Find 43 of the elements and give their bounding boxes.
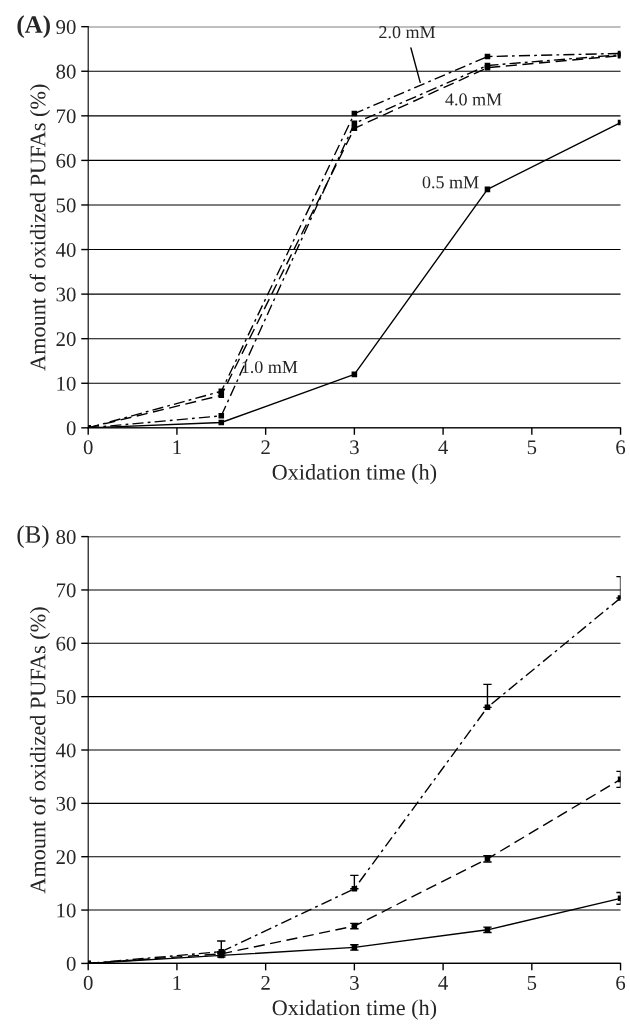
x-axis-title: Oxidation time (h) — [272, 464, 437, 485]
y-tick-label: 30 — [56, 287, 76, 302]
chart-title: (A) — [17, 15, 50, 39]
x-tick-label: 2 — [261, 440, 270, 455]
y-tick-label: 20 — [56, 850, 76, 865]
y-tick-label: 60 — [56, 153, 76, 168]
x-tick-label: 5 — [527, 440, 537, 455]
y-tick-label: 80 — [56, 64, 76, 79]
y-axis-title: Amount of oxidized PUFAs (%) — [29, 607, 51, 894]
x-tick-label: 1 — [173, 975, 181, 990]
x-axis-title: Oxidation time (h) — [272, 999, 437, 1020]
x-tick-label: 5 — [527, 976, 537, 990]
y-tick-label: 20 — [56, 332, 76, 347]
y-tick-label: 70 — [56, 109, 76, 124]
series-label: 1.0 mM — [242, 360, 298, 374]
y-tick-label: 40 — [55, 242, 76, 257]
y-tick-label: 10 — [57, 376, 76, 391]
y-tick-label: 80 — [56, 529, 76, 545]
y-tick-label: 30 — [56, 796, 76, 811]
x-tick-label: 0 — [83, 440, 93, 455]
y-tick-label: 50 — [56, 198, 76, 213]
y-tick-label: 90 — [56, 20, 76, 35]
y-tick-label: 0 — [66, 421, 76, 436]
x-tick-label: 2 — [261, 975, 270, 990]
x-tick-label: 6 — [616, 975, 626, 990]
y-tick-label: 10 — [57, 903, 76, 918]
y-tick-label: 50 — [56, 690, 76, 705]
x-tick-label: 3 — [350, 440, 359, 455]
series-label: 4.0 mM — [445, 93, 502, 106]
y-tick-label: 70 — [56, 583, 76, 598]
x-tick-label: 4 — [438, 440, 448, 455]
y-axis-title: Amount of oxidized PUFAs (%) — [29, 84, 51, 371]
chart-title: (B) — [17, 525, 49, 548]
text: 2.0 mM — [379, 26, 436, 39]
y-tick-label: 0 — [66, 956, 76, 971]
x-tick-label: 1 — [173, 440, 181, 455]
x-tick-label: 3 — [350, 975, 359, 990]
series-label: 0.5 mM — [422, 176, 479, 189]
x-tick-label: 4 — [438, 975, 448, 990]
y-tick-label: 40 — [55, 743, 76, 758]
x-tick-label: 6 — [616, 440, 626, 455]
x-tick-label: 0 — [83, 975, 93, 990]
y-tick-label: 60 — [56, 636, 76, 651]
